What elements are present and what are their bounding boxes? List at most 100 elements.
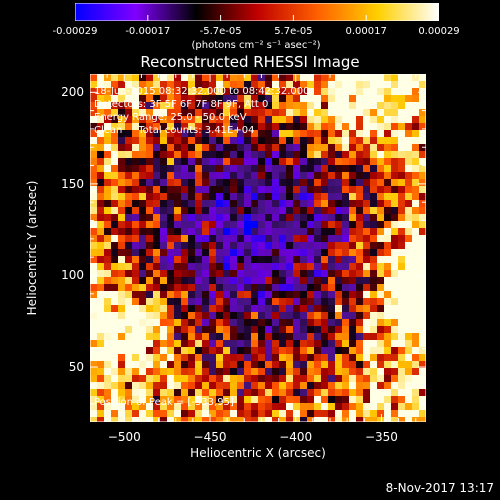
heatmap-pixel [118, 263, 126, 271]
heatmap-pixel [370, 235, 378, 243]
heatmap-pixel [419, 102, 426, 110]
heatmap-pixel [363, 130, 371, 138]
heatmap-pixel [335, 186, 343, 194]
heatmap-pixel [216, 207, 224, 215]
heatmap-pixel [300, 410, 308, 418]
heatmap-pixel [251, 256, 259, 264]
heatmap-pixel [279, 305, 287, 313]
heatmap-pixel [132, 179, 140, 187]
heatmap-pixel [412, 193, 420, 201]
heatmap-pixel [195, 305, 203, 313]
heatmap-pixel [321, 340, 329, 348]
heatmap-pixel [356, 396, 364, 404]
heatmap-pixel [405, 200, 413, 208]
heatmap-pixel [265, 361, 273, 369]
heatmap-pixel [181, 88, 189, 96]
heatmap-pixel [188, 382, 196, 390]
heatmap-pixel [363, 396, 371, 404]
heatmap-pixel [132, 144, 140, 152]
heatmap-pixel [412, 340, 420, 348]
heatmap-pixel [153, 270, 161, 278]
heatmap-pixel [97, 270, 105, 278]
heatmap-pixel [405, 403, 413, 411]
heatmap-pixel [286, 172, 294, 180]
heatmap-pixel [160, 214, 168, 222]
heatmap-pixel [153, 102, 161, 110]
heatmap-pixel [216, 95, 224, 103]
heatmap-pixel [125, 221, 133, 229]
heatmap-pixel [272, 172, 280, 180]
heatmap-pixel [398, 375, 406, 383]
heatmap-pixel [104, 81, 112, 89]
heatmap-pixel [146, 235, 154, 243]
heatmap-pixel [314, 403, 322, 411]
heatmap-pixel [230, 242, 238, 250]
heatmap-pixel [146, 291, 154, 299]
heatmap-pixel [230, 270, 238, 278]
heatmap-pixel [216, 354, 224, 362]
heatmap-pixel [223, 158, 231, 166]
heatmap-pixel [209, 95, 217, 103]
heatmap-pixel [153, 305, 161, 313]
heatmap-pixel [412, 116, 420, 124]
heatmap-pixel [377, 389, 385, 397]
heatmap-pixel [384, 340, 392, 348]
heatmap-pixel [244, 333, 252, 341]
heatmap-pixel [398, 144, 406, 152]
heatmap-pixel [356, 179, 364, 187]
heatmap-pixel [153, 88, 161, 96]
heatmap-pixel [363, 298, 371, 306]
heatmap-pixel [342, 249, 350, 257]
heatmap-pixel [160, 74, 168, 82]
heatmap-pixel [335, 151, 343, 159]
heatmap-pixel [111, 172, 119, 180]
heatmap-pixel [244, 186, 252, 194]
heatmap-pixel [251, 109, 259, 117]
heatmap-pixel [209, 193, 217, 201]
heatmap-pixel [244, 375, 252, 383]
heatmap-pixel [104, 95, 112, 103]
heatmap-pixel [111, 102, 119, 110]
heatmap-pixel [419, 74, 426, 82]
heatmap-pixel [202, 319, 210, 327]
heatmap-pixel [118, 158, 126, 166]
heatmap-pixel [412, 144, 420, 152]
x-tick-label: −450 [193, 430, 227, 444]
heatmap-pixel [300, 361, 308, 369]
heatmap-pixel [265, 88, 273, 96]
heatmap-pixel [251, 410, 259, 418]
heatmap-pixel [216, 382, 224, 390]
heatmap-pixel [356, 207, 364, 215]
heatmap-pixel [244, 312, 252, 320]
heatmap-pixel [216, 130, 224, 138]
heatmap-pixel [398, 305, 406, 313]
heatmap-pixel [321, 319, 329, 327]
heatmap-pixel [195, 123, 203, 131]
heatmap-pixel [384, 410, 392, 418]
heatmap-pixel [265, 249, 273, 257]
x-tick-label: −400 [279, 430, 313, 444]
heatmap-pixel [328, 389, 336, 397]
heatmap-pixel [405, 319, 413, 327]
heatmap-pixel [391, 403, 399, 411]
heatmap-pixel [174, 74, 182, 82]
heatmap-pixel [307, 200, 315, 208]
heatmap-pixel [132, 354, 140, 362]
heatmap-pixel [258, 249, 266, 257]
heatmap-pixel [265, 158, 273, 166]
heatmap-pixel [223, 88, 231, 96]
heatmap-pixel [237, 263, 245, 271]
heatmap-pixel [146, 200, 154, 208]
heatmap-pixel [139, 158, 147, 166]
heatmap-pixel [293, 396, 301, 404]
heatmap-pixel [216, 74, 224, 82]
heatmap-pixel [90, 109, 98, 117]
heatmap-pixel [356, 81, 364, 89]
heatmap-pixel [223, 375, 231, 383]
heatmap-pixel [363, 326, 371, 334]
heatmap-pixel [153, 74, 161, 82]
heatmap-pixel [349, 151, 357, 159]
heatmap-pixel [342, 81, 350, 89]
heatmap-pixel [349, 284, 357, 292]
heatmap-pixel [272, 368, 280, 376]
